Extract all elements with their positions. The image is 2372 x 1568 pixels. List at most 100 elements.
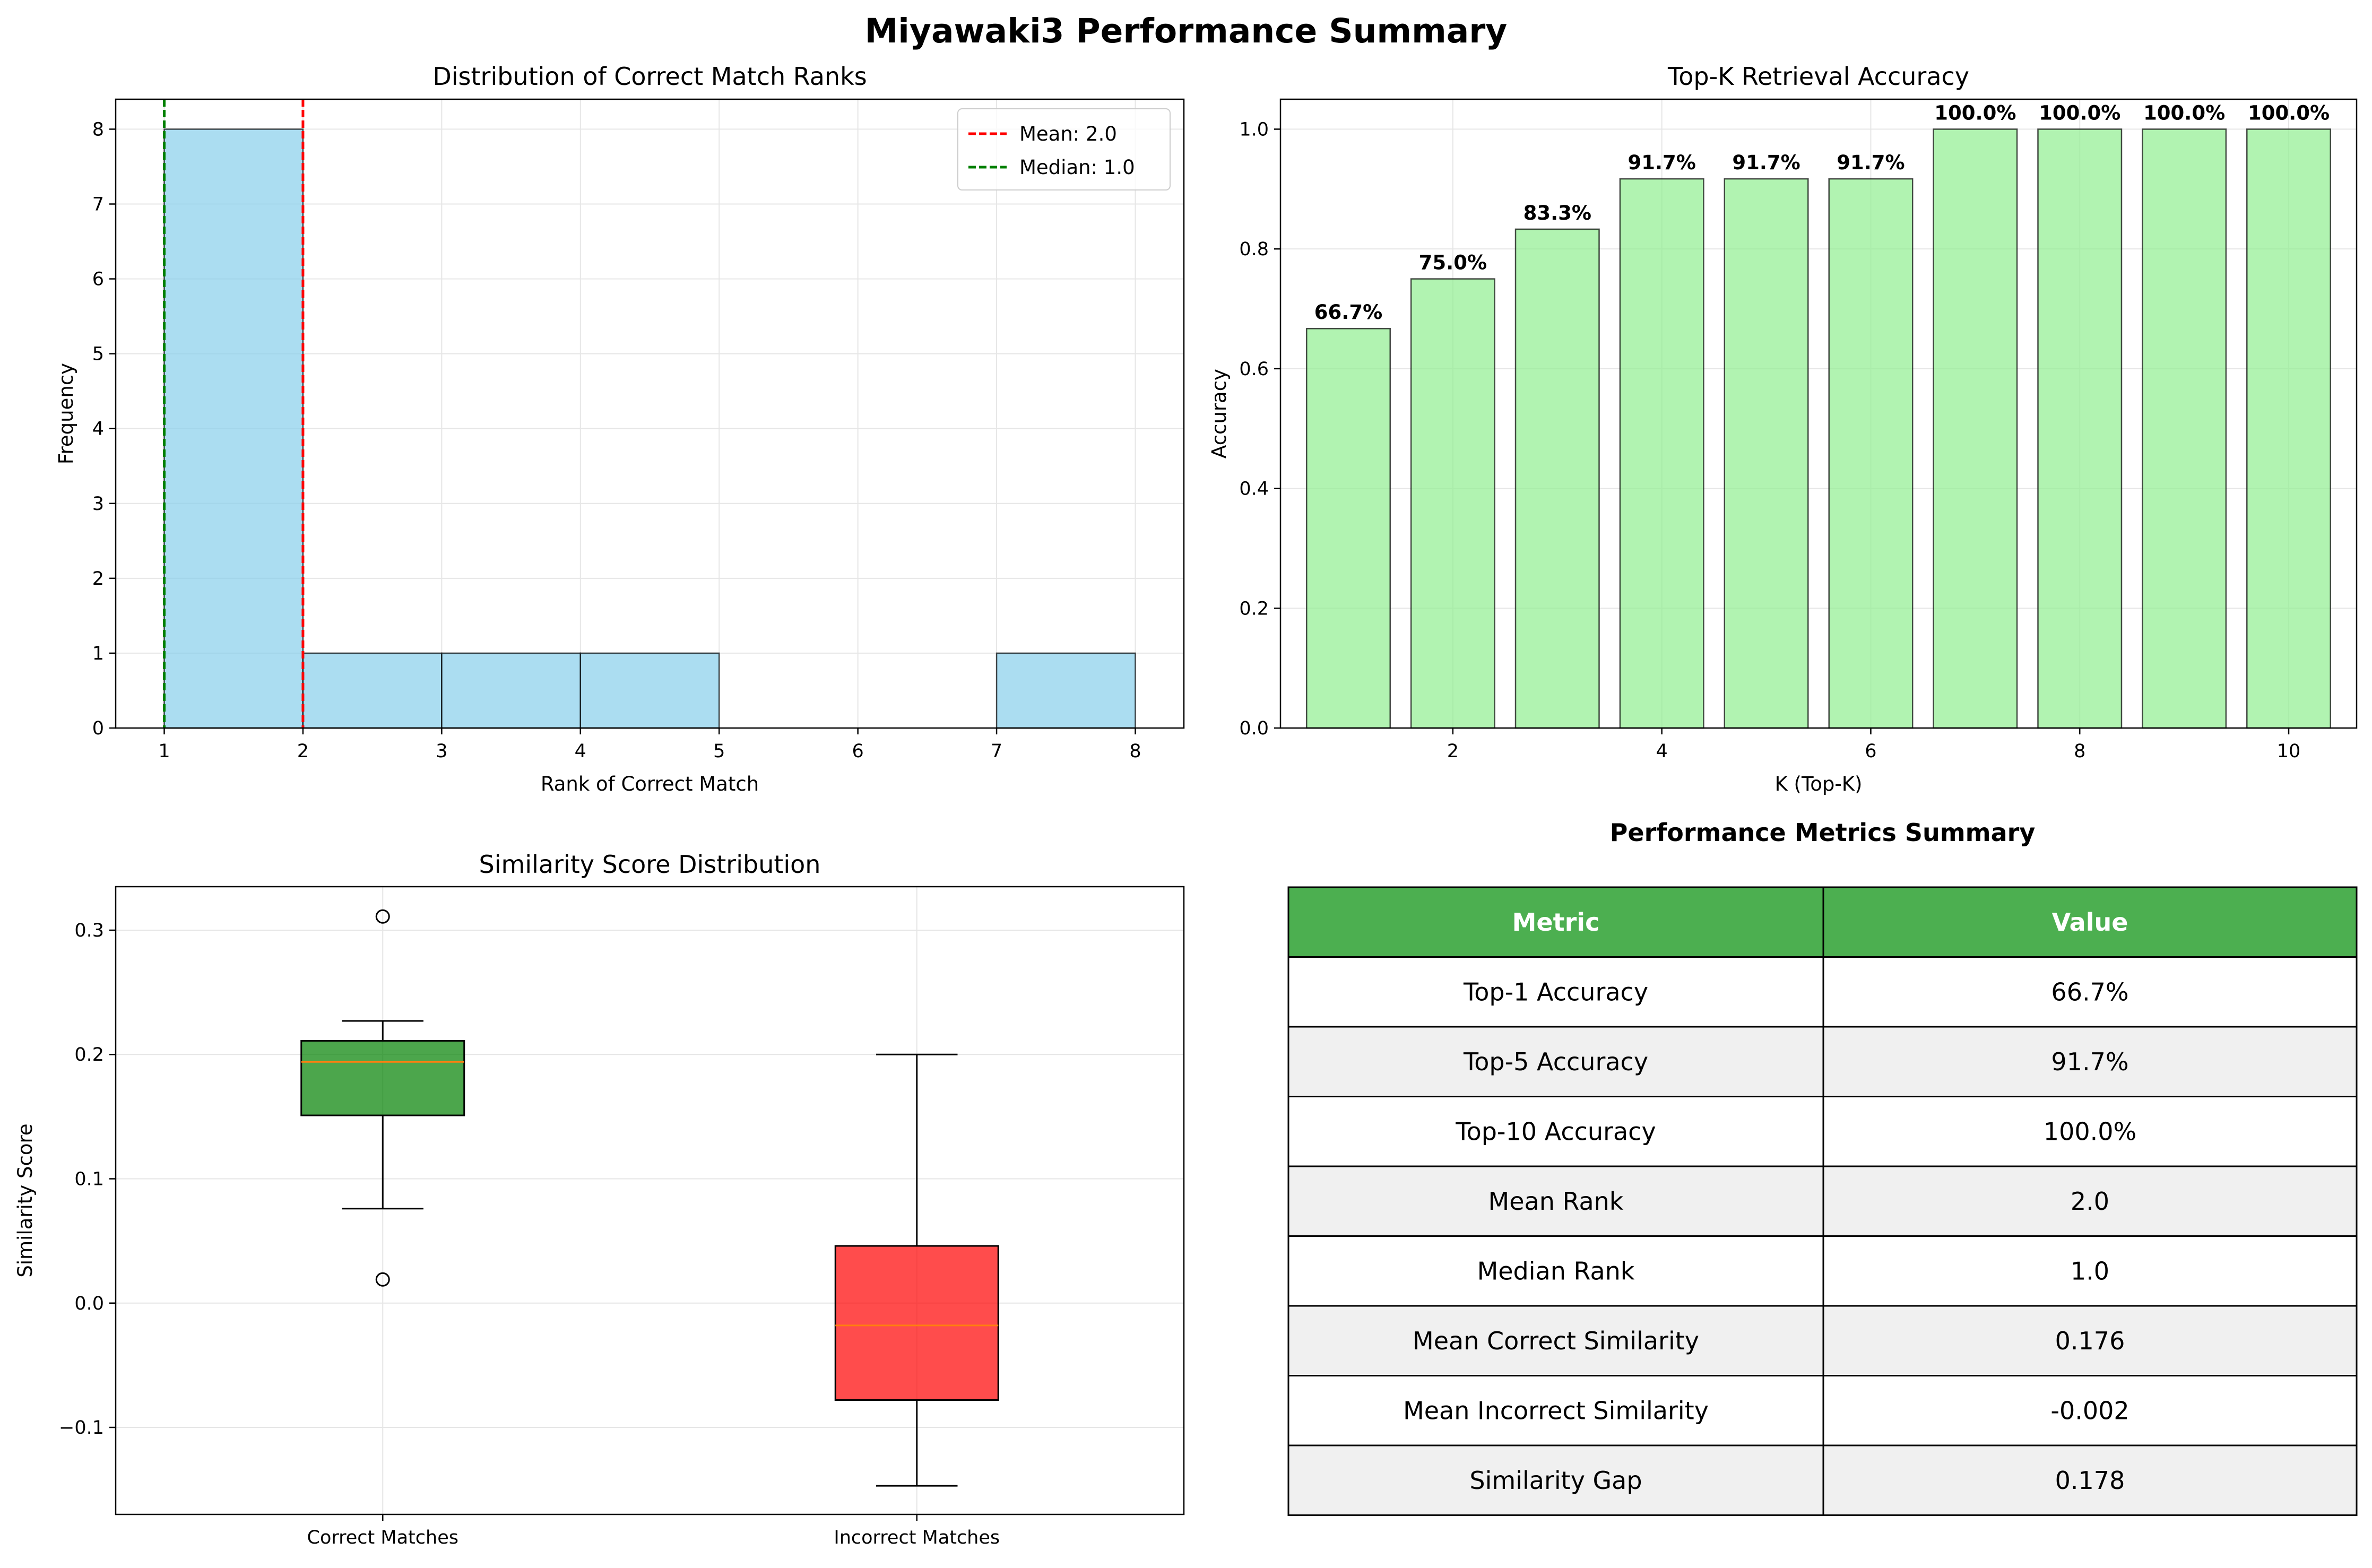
- metric-name: Mean Rank: [1488, 1187, 1624, 1216]
- metrics-summary-table: Performance Metrics Summary Metric Value To…: [1287, 818, 2358, 1516]
- table-cell-metric: [1287, 1375, 1824, 1446]
- y-tick-label: 2: [92, 568, 104, 590]
- chart-title: Top-K Retrieval Accuracy: [1667, 62, 1969, 91]
- y-axis-label: Frequency: [55, 363, 77, 464]
- metric-name: Top-5 Accuracy: [1463, 1047, 1648, 1076]
- x-tick-label: 5: [713, 741, 725, 762]
- histogram-bar: [579, 652, 720, 729]
- figure-title: Miyawaki3 Performance Summary: [865, 12, 1508, 50]
- table-cell-value: [1822, 1305, 2358, 1376]
- table-cell-value: [1822, 1375, 2358, 1446]
- table-cell-value: [1822, 956, 2358, 1028]
- metric-value: 0.178: [2055, 1466, 2125, 1495]
- legend-entry: Median: 1.0: [1019, 156, 1135, 179]
- y-tick-label: 4: [92, 419, 104, 440]
- bar-data-label: 91.7%: [1732, 151, 1800, 174]
- x-tick-label: 2: [1447, 741, 1459, 762]
- x-tick-label: 10: [2277, 741, 2301, 762]
- histogram-bar: [163, 128, 304, 729]
- y-tick-label: 0.1: [74, 1169, 104, 1190]
- y-tick-label: 0.6: [1239, 359, 1269, 380]
- x-tick-label: 3: [436, 741, 447, 762]
- table-cell-value: [1822, 1444, 2358, 1516]
- y-tick-label: 6: [92, 269, 104, 290]
- y-tick-label: 1: [92, 643, 104, 664]
- metric-name: Similarity Gap: [1469, 1466, 1642, 1495]
- x-tick-label: Incorrect Matches: [834, 1527, 1000, 1548]
- box-incorrect: [834, 1245, 999, 1401]
- histogram-bar: [441, 652, 582, 729]
- table-cell-value: [1822, 1235, 2358, 1307]
- x-tick-label: 8: [1129, 741, 1141, 762]
- histogram-bar: [302, 652, 443, 729]
- rank-histogram-chart: 1 2 3 4 5 6 7 8 0 1 2 3 4 5 6 7 8 Rank of Correct Match Fr…: [55, 62, 1185, 795]
- metric-name: Mean Incorrect Similarity: [1403, 1396, 1709, 1425]
- y-tick-label: 7: [92, 194, 104, 215]
- topk-accuracy-chart: 66.7%75.0%83.3%91.7% 91.7% 91.7%100.0% 100.…: [1208, 62, 2358, 795]
- y-tick-label: 0.2: [74, 1044, 104, 1065]
- y-tick-label: 0.2: [1239, 598, 1269, 619]
- bar-data-label: 100.0%: [2039, 101, 2120, 124]
- axes-frame: [115, 98, 1185, 729]
- x-tick-label: Correct Matches: [307, 1527, 458, 1548]
- accuracy-bar: [1933, 128, 2018, 729]
- axes-frame: [1279, 98, 2358, 729]
- table-title: Performance Metrics Summary: [1610, 818, 2036, 847]
- x-tick-label: 7: [991, 741, 1002, 762]
- y-tick-label: −0.1: [59, 1417, 104, 1439]
- x-tick-label: 6: [852, 741, 864, 762]
- chart-title: Similarity Score Distribution: [479, 850, 821, 879]
- metric-value: -0.002: [2050, 1396, 2129, 1425]
- x-tick-label: 4: [575, 741, 586, 762]
- accuracy-bar: [1724, 178, 1809, 729]
- metric-value: 100.0%: [2044, 1117, 2136, 1146]
- header-cell-metric: [1287, 886, 1824, 958]
- bar-data-label: 100.0%: [2143, 101, 2225, 124]
- y-tick-label: 5: [92, 344, 104, 365]
- header-label: Metric: [1512, 908, 1600, 937]
- table-cell-value: [1822, 1165, 2358, 1237]
- table-cell-value: [1822, 1026, 2358, 1097]
- accuracy-bar: [1828, 178, 1914, 729]
- metric-name: Mean Correct Similarity: [1413, 1327, 1699, 1355]
- accuracy-bar: [2037, 128, 2123, 729]
- outlier-point: [375, 1272, 390, 1287]
- x-tick-label: 6: [1865, 741, 1876, 762]
- metric-value: 1.0: [2071, 1257, 2109, 1285]
- legend-box: [957, 108, 1171, 190]
- header-label: Value: [2052, 908, 2128, 937]
- metric-name: Median Rank: [1477, 1257, 1635, 1285]
- bar-data-label: 83.3%: [1523, 202, 1591, 224]
- accuracy-bar: [1619, 178, 1704, 729]
- y-tick-label: 0.0: [1239, 718, 1269, 739]
- bar-data-label: 91.7%: [1837, 151, 1904, 174]
- bar-data-label: 66.7%: [1314, 301, 1382, 324]
- accuracy-bar: [1305, 327, 1391, 729]
- chart-title: Distribution of Correct Match Ranks: [432, 62, 867, 91]
- x-axis-label: Rank of Correct Match: [541, 773, 759, 795]
- accuracy-bar: [1410, 278, 1495, 729]
- y-tick-label: 0.3: [74, 920, 104, 941]
- bar-data-label: 91.7%: [1627, 151, 1695, 174]
- accuracy-bar: [2246, 128, 2332, 729]
- y-axis-label: Similarity Score: [14, 1123, 37, 1277]
- y-tick-label: 0: [92, 718, 104, 739]
- metric-name: Top-10 Accuracy: [1455, 1117, 1656, 1146]
- legend-entry: Mean: 2.0: [1019, 123, 1117, 145]
- box-correct: [300, 1039, 465, 1116]
- metric-value: 0.176: [2055, 1327, 2125, 1355]
- similarity-boxplot-chart: Correct Matches Incorrect Matches −0.1 0.0 0…: [14, 850, 1185, 1548]
- x-tick-label: 4: [1656, 741, 1668, 762]
- metric-value: 2.0: [2071, 1187, 2109, 1216]
- metric-name: Top-1 Accuracy: [1463, 977, 1648, 1006]
- accuracy-bar: [1514, 228, 1600, 729]
- y-tick-label: 1.0: [1239, 119, 1269, 140]
- y-axis-label: Accuracy: [1208, 369, 1231, 458]
- histogram-bar: [995, 652, 1136, 729]
- metric-value: 91.7%: [2051, 1047, 2128, 1076]
- x-tick-label: 2: [297, 741, 309, 762]
- x-axis-label: K (Top-K): [1775, 773, 1863, 795]
- bar-data-label: 75.0%: [1419, 252, 1487, 274]
- y-tick-label: 8: [92, 119, 104, 140]
